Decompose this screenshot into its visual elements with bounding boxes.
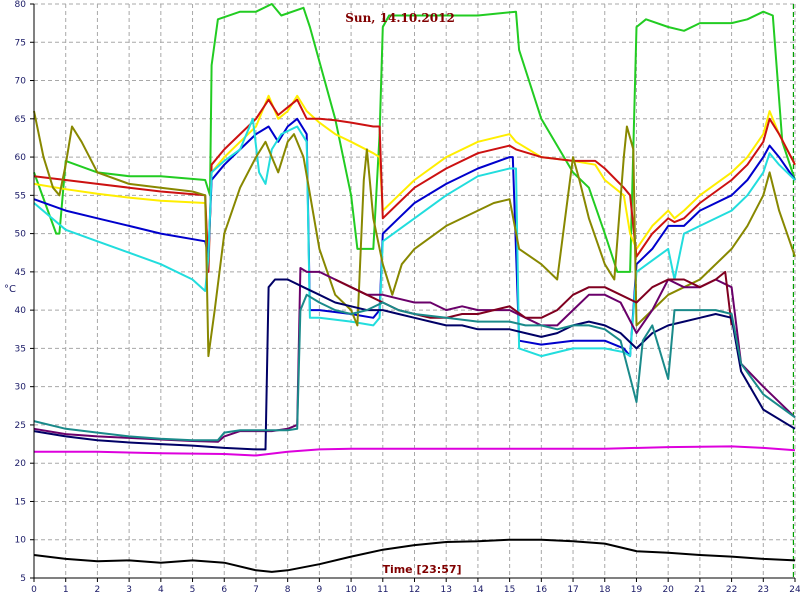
grid-lines [33,3,796,579]
y-tick-label: 60 [15,153,27,163]
series-line-4 [33,117,796,358]
x-tick-label: 23 [758,585,769,595]
y-tick-label: 50 [15,230,27,240]
y-tick-label: 70 [15,77,27,87]
x-tick-labels: 0 1 2 3 4 5 6 7 8 9 10 11 12 13 14 15 16 17 18 19 20 21 22 23 24 [31,585,800,595]
x-tick-label: 17 [567,585,578,595]
y-tick-label: 15 [15,497,26,507]
y-tick-label: 55 [15,191,26,201]
y-tick-label: 35 [15,344,26,354]
y-tick-label: 10 [15,536,27,546]
series-line-11 [34,445,796,457]
x-tick-label: 16 [536,585,548,595]
series-lines [33,3,796,573]
x-tick-label: 15 [504,585,515,595]
x-tick-label: 11 [377,585,388,595]
y-tick-label: 45 [15,268,26,278]
series-line-9 [33,278,796,451]
y-tick-label: 20 [15,459,27,469]
x-tick-label: 21 [694,585,705,595]
series-line-10 [33,293,796,442]
x-tick-label: 5 [190,585,196,595]
x-axis-label: Time [23:57] [382,563,461,576]
chart-title: Sun, 14.10.2012 [345,11,455,25]
x-tick-label: 18 [599,585,611,595]
y-tick-labels: 5 10 15 20 25 30 35 40 45 50 55 60 65 70 75 80 [15,0,27,584]
x-tick-label: 1 [63,585,69,595]
x-tick-label: 9 [317,585,323,595]
x-tick-label: 22 [726,585,737,595]
series-line-1 [33,3,796,273]
y-tick-label: 40 [15,306,27,316]
series-line-7 [33,267,796,443]
x-tick-label: 8 [285,585,291,595]
y-tick-label: 75 [15,38,26,48]
x-tick-label: 3 [126,585,132,595]
y-tick-label: 65 [15,115,26,125]
y-tick-label: 30 [15,383,27,393]
y-tick-label: 25 [15,421,26,431]
x-tick-label: 6 [221,585,227,595]
x-tick-label: 13 [440,585,451,595]
x-tick-label: 20 [662,585,674,595]
x-tick-label: 19 [631,585,643,595]
x-tick-label: 24 [789,585,800,595]
axes [30,3,796,582]
x-tick-label: 0 [31,585,37,595]
x-tick-label: 14 [472,585,484,595]
series-line-2 [33,94,796,266]
series-line-12 [33,538,796,573]
x-tick-label: 7 [253,585,259,595]
x-tick-label: 10 [345,585,357,595]
y-tick-label: 80 [15,0,27,10]
x-tick-label: 4 [158,585,164,595]
y-tick-label: 5 [20,574,26,584]
y-axis-label: °C [4,284,16,295]
series-line-6 [33,110,796,358]
series-line-3 [33,98,796,273]
x-tick-label: 2 [95,585,101,595]
x-tick-label: 12 [409,585,420,595]
